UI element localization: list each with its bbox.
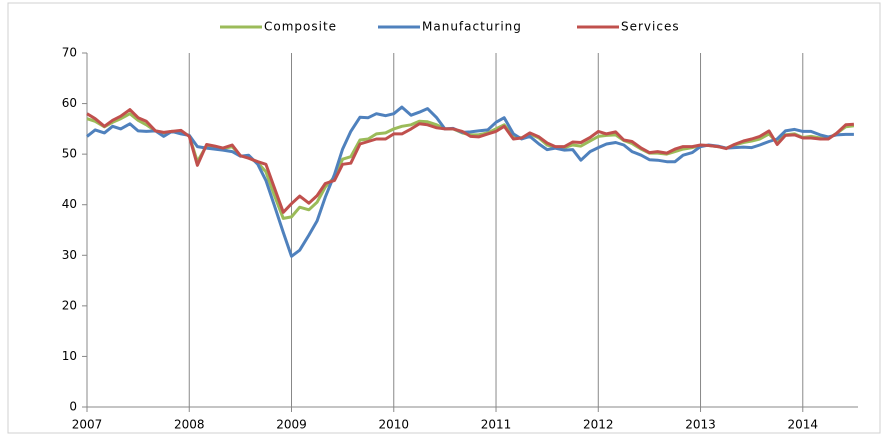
legend-label: Composite xyxy=(264,20,337,34)
x-tick-label: 2014 xyxy=(788,418,819,432)
y-tick-label: 70 xyxy=(62,46,77,60)
series-line xyxy=(86,108,854,214)
x-tick-label: 2009 xyxy=(276,418,307,432)
chart-border xyxy=(7,2,881,434)
x-tick-label: 2012 xyxy=(583,418,614,432)
legend-label: Services xyxy=(621,20,680,34)
x-tick-label: 2011 xyxy=(481,418,512,432)
y-tick-label: 60 xyxy=(62,96,77,110)
x-tick-label: 2013 xyxy=(685,418,716,432)
x-tick-label: 2010 xyxy=(378,418,409,432)
y-tick-label: 30 xyxy=(62,248,77,262)
legend-label: Manufacturing xyxy=(422,20,522,34)
x-tick-label: 2007 xyxy=(72,418,103,432)
y-tick-label: 10 xyxy=(62,349,77,363)
y-tick-label: 20 xyxy=(62,298,77,312)
x-tick-label: 2008 xyxy=(174,418,205,432)
y-tick-label: 0 xyxy=(69,400,77,414)
y-tick-label: 50 xyxy=(62,147,77,161)
y-tick-label: 40 xyxy=(62,197,77,211)
